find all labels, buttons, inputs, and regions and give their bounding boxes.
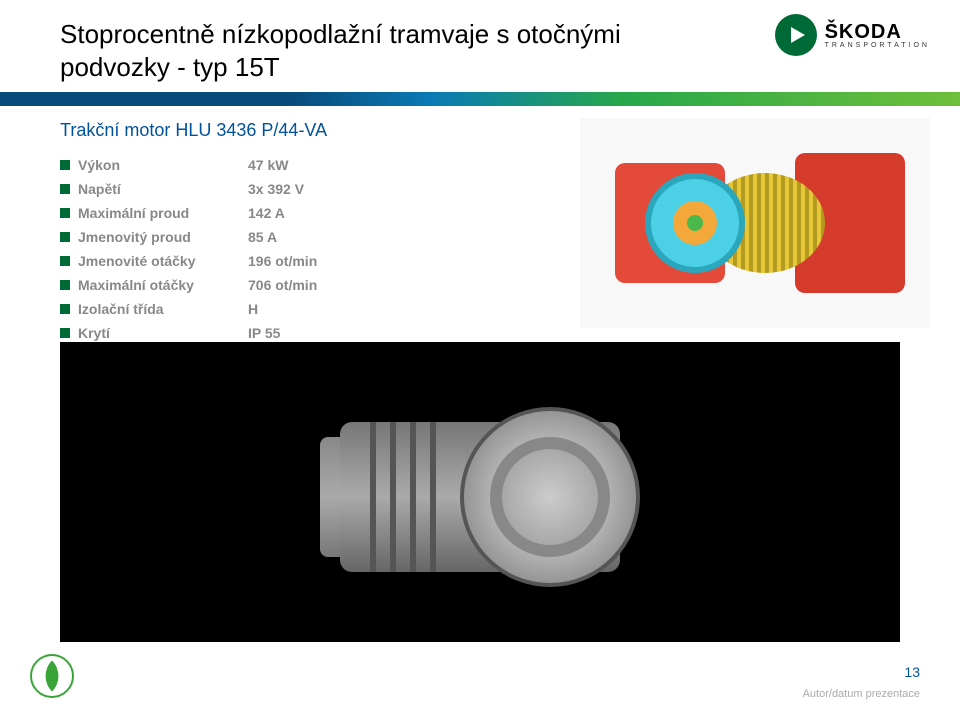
spec-value: H xyxy=(248,301,258,317)
bullet-icon xyxy=(60,280,70,290)
spec-value: 3x 392 V xyxy=(248,181,304,197)
spec-row: Maximální otáčky 706 ot/min xyxy=(60,277,480,293)
arrow-icon xyxy=(791,27,805,43)
spec-value: 196 ot/min xyxy=(248,253,317,269)
skoda-icon xyxy=(775,14,817,56)
spec-row: Krytí IP 55 xyxy=(60,325,480,341)
brand-name: ŠKODA xyxy=(825,22,930,42)
motor-cutaway-image xyxy=(580,118,930,328)
shaft-icon xyxy=(687,215,703,231)
spec-value: 85 A xyxy=(248,229,277,245)
brand-text: ŠKODA TRANSPORTATION xyxy=(825,22,930,49)
spec-label: Napětí xyxy=(78,181,248,197)
motor-render xyxy=(300,382,660,602)
leaf-icon xyxy=(36,660,67,691)
bullet-icon xyxy=(60,184,70,194)
spec-label: Jmenovitý proud xyxy=(78,229,248,245)
cutaway-render xyxy=(615,143,895,303)
brand-logo: ŠKODA TRANSPORTATION xyxy=(775,14,930,56)
spec-value: 47 kW xyxy=(248,157,288,173)
specs-panel: Trakční motor HLU 3436 P/44-VA Výkon 47 … xyxy=(60,120,480,349)
spec-label: Maximální otáčky xyxy=(78,277,248,293)
brand-subtitle: TRANSPORTATION xyxy=(825,42,930,49)
slide-header: Stoprocentně nízkopodlažní tramvaje s ot… xyxy=(0,0,960,83)
spec-value: 142 A xyxy=(248,205,285,221)
spec-value: 706 ot/min xyxy=(248,277,317,293)
page-number: 13 xyxy=(904,664,920,680)
cooling-fin-icon xyxy=(370,422,376,572)
spec-row: Izolační třída H xyxy=(60,301,480,317)
bullet-icon xyxy=(60,208,70,218)
spec-label: Izolační třída xyxy=(78,301,248,317)
spec-label: Maximální proud xyxy=(78,205,248,221)
motor-subtitle: Trakční motor HLU 3436 P/44-VA xyxy=(60,120,480,141)
motor-photo-panel xyxy=(60,342,900,642)
bullet-icon xyxy=(60,328,70,338)
accent-stripe xyxy=(0,92,960,106)
bullet-icon xyxy=(60,256,70,266)
eco-logo-icon xyxy=(30,654,74,698)
bullet-icon xyxy=(60,232,70,242)
spec-label: Výkon xyxy=(78,157,248,173)
spec-value: IP 55 xyxy=(248,325,280,341)
spec-label: Jmenovité otáčky xyxy=(78,253,248,269)
cooling-fin-icon xyxy=(430,422,436,572)
spec-row: Výkon 47 kW xyxy=(60,157,480,173)
page-title: Stoprocentně nízkopodlažní tramvaje s ot… xyxy=(60,18,700,83)
spec-row: Maximální proud 142 A xyxy=(60,205,480,221)
spec-row: Jmenovitý proud 85 A xyxy=(60,229,480,245)
spec-label: Krytí xyxy=(78,325,248,341)
cooling-fin-icon xyxy=(410,422,416,572)
spec-row: Napětí 3x 392 V xyxy=(60,181,480,197)
bullet-icon xyxy=(60,304,70,314)
motor-hub-icon xyxy=(490,437,610,557)
footer-caption: Autor/datum prezentace xyxy=(803,688,920,700)
spec-row: Jmenovité otáčky 196 ot/min xyxy=(60,253,480,269)
cooling-fin-icon xyxy=(390,422,396,572)
bullet-icon xyxy=(60,160,70,170)
